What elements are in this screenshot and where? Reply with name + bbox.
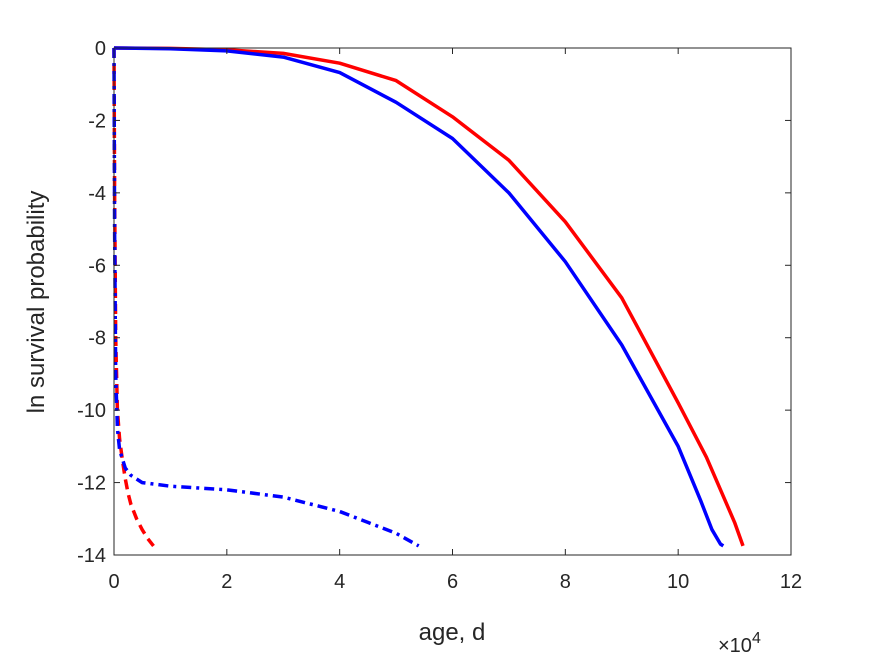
y-tick-label: -14	[77, 545, 106, 567]
y-tick-label: -2	[88, 110, 106, 132]
x-tick-label: 2	[221, 571, 232, 593]
x-tick-label: 0	[108, 571, 119, 593]
y-tick-label: -12	[77, 473, 106, 495]
y-tick-label: -6	[88, 255, 106, 277]
x-tick-label: 10	[667, 571, 689, 593]
y-tick-label: -10	[77, 400, 106, 422]
y-tick-label: 0	[95, 38, 106, 60]
y-tick-label: -4	[88, 183, 106, 205]
x-exponent-base: ×10	[718, 635, 752, 656]
y-tick-label: -8	[88, 328, 106, 350]
x-exponent-power: 4	[752, 630, 761, 647]
x-tick-label: 6	[447, 571, 458, 593]
plot-area	[114, 48, 791, 555]
series-line-4	[112, 47, 420, 548]
x-axis-exponent: ×104	[718, 630, 761, 656]
x-axis-label: age, d	[419, 619, 486, 646]
x-tick-label: 8	[560, 571, 571, 593]
series-line-2	[113, 46, 725, 548]
tick-layer: 0 2 4 6 8 10 12 0 -2 -4 -6 -8 -10 -12 -14	[77, 38, 802, 593]
y-axis-label: ln survival probability	[23, 191, 50, 414]
x-tick-label: 12	[780, 571, 802, 593]
x-tick-label: 4	[334, 571, 345, 593]
